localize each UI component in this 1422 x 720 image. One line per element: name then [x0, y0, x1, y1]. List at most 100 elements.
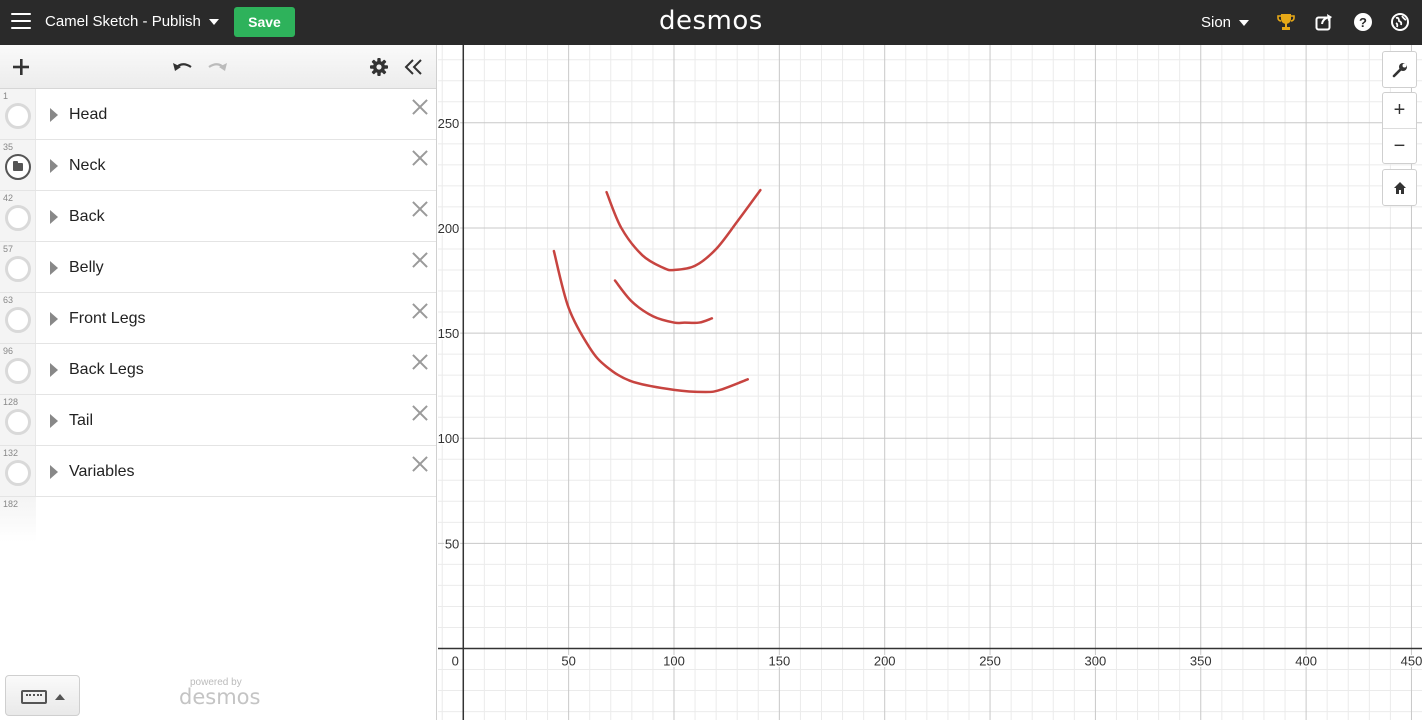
home-zoom-button[interactable] — [1382, 169, 1417, 206]
zoom-in-button[interactable]: + — [1393, 99, 1406, 121]
row-gutter: 96 — [0, 344, 36, 394]
x-tick-label: 350 — [1190, 654, 1212, 669]
powered-by-text: powered by — [190, 677, 242, 688]
row-index: 42 — [3, 193, 14, 203]
expand-folder-icon[interactable] — [50, 363, 58, 377]
sketch-curve — [552, 249, 749, 394]
folder-label[interactable]: Neck — [69, 157, 106, 174]
row-index: 132 — [3, 448, 19, 458]
trophy-icon[interactable] — [1275, 11, 1297, 33]
folder-row[interactable]: 63 Front Legs — [0, 293, 436, 344]
undo-icon — [173, 63, 192, 71]
graph-canvas[interactable]: 0 50 100 150 200 250 300 350 400 450 50 100 150 200 25… — [438, 45, 1422, 720]
graph-paper[interactable]: 0 50 100 150 200 250 300 350 400 450 50 100 150 200 25… — [438, 45, 1422, 720]
help-icon[interactable]: ? — [1352, 11, 1374, 33]
keyboard-toggle-button[interactable] — [5, 675, 80, 716]
expression-panel: 1 Head 35 Neck 42 Back 57 Belly 63 Front Legs 96 Ba… — [0, 45, 437, 720]
graph-title: Camel Sketch - Publish — [45, 13, 201, 30]
folder-row[interactable]: 128 Tail — [0, 395, 436, 446]
sketch-curve — [605, 188, 762, 272]
chevron-up-icon — [55, 694, 65, 700]
row-gutter: 63 — [0, 293, 36, 343]
y-tick-label: 100 — [438, 431, 459, 446]
row-index: 182 — [3, 499, 19, 509]
folder-label[interactable]: Back — [69, 208, 105, 225]
visibility-toggle[interactable] — [5, 460, 31, 486]
folder-row[interactable]: 1 Head — [0, 89, 436, 140]
delete-icon[interactable] — [410, 148, 430, 168]
folder-row[interactable]: 42 Back — [0, 191, 436, 242]
visibility-toggle[interactable] — [5, 256, 31, 282]
gear-icon — [370, 58, 388, 76]
share-icon[interactable] — [1313, 11, 1335, 33]
expand-folder-icon[interactable] — [50, 159, 58, 173]
expand-folder-icon[interactable] — [50, 465, 58, 479]
folder-visibility-toggle[interactable] — [5, 154, 31, 180]
folder-label[interactable]: Front Legs — [69, 310, 146, 327]
new-expression-row[interactable]: 182 — [0, 497, 436, 542]
sketch-curve — [613, 279, 714, 325]
zoom-out-button[interactable]: − — [1383, 128, 1416, 163]
save-button[interactable]: Save — [234, 7, 295, 37]
graph-settings-button[interactable] — [1382, 51, 1417, 88]
delete-icon[interactable] — [410, 199, 430, 219]
menu-icon[interactable] — [11, 13, 31, 31]
expand-folder-icon[interactable] — [50, 312, 58, 326]
folder-label[interactable]: Head — [69, 106, 108, 123]
delete-icon[interactable] — [410, 250, 430, 270]
folder-row[interactable]: 35 Neck — [0, 140, 436, 191]
redo-icon — [208, 63, 227, 71]
user-menu[interactable]: Sion — [1201, 14, 1250, 31]
zoom-controls: + − — [1382, 92, 1417, 164]
row-gutter: 42 — [0, 191, 36, 241]
delete-icon[interactable] — [410, 97, 430, 117]
home-icon — [1383, 170, 1416, 205]
plus-icon — [13, 59, 29, 75]
graph-title-dropdown[interactable]: Camel Sketch - Publish — [45, 13, 219, 30]
y-tick-label: 200 — [438, 221, 459, 236]
x-tick-label: 200 — [874, 654, 896, 669]
row-index: 128 — [3, 397, 19, 407]
folder-row[interactable]: 132 Variables — [0, 446, 436, 497]
chevron-down-icon — [208, 19, 219, 26]
folder-label[interactable]: Variables — [69, 463, 135, 480]
undo-button[interactable] — [171, 55, 195, 79]
x-tick-label: 400 — [1295, 654, 1317, 669]
x-tick-label: 0 — [452, 654, 459, 669]
visibility-toggle[interactable] — [5, 358, 31, 384]
collapse-panel-button[interactable] — [402, 55, 426, 79]
keyboard-icon — [21, 690, 47, 704]
visibility-toggle[interactable] — [5, 103, 31, 129]
delete-icon[interactable] — [410, 301, 430, 321]
row-gutter: 35 — [0, 140, 36, 190]
row-gutter: 132 — [0, 446, 36, 496]
x-tick-label: 300 — [1085, 654, 1107, 669]
delete-icon[interactable] — [410, 403, 430, 423]
expression-list: 1 Head 35 Neck 42 Back 57 Belly 63 Front Legs 96 Ba… — [0, 89, 436, 542]
globe-icon[interactable] — [1389, 11, 1411, 33]
folder-row[interactable]: 57 Belly — [0, 242, 436, 293]
add-expression-button[interactable] — [10, 55, 32, 79]
folder-icon — [13, 161, 23, 171]
x-tick-label: 250 — [979, 654, 1001, 669]
row-index: 63 — [3, 295, 14, 305]
redo-button[interactable] — [205, 55, 229, 79]
row-gutter: 57 — [0, 242, 36, 292]
delete-icon[interactable] — [410, 352, 430, 372]
expand-folder-icon[interactable] — [50, 210, 58, 224]
folder-label[interactable]: Back Legs — [69, 361, 144, 378]
delete-icon[interactable] — [410, 454, 430, 474]
visibility-toggle[interactable] — [5, 205, 31, 231]
expand-folder-icon[interactable] — [50, 261, 58, 275]
expand-folder-icon[interactable] — [50, 108, 58, 122]
folder-label[interactable]: Belly — [69, 259, 104, 276]
powered-by-logo: desmos — [179, 685, 261, 709]
settings-button[interactable] — [368, 55, 390, 79]
row-index: 35 — [3, 142, 14, 152]
x-tick-label: 100 — [663, 654, 685, 669]
expand-folder-icon[interactable] — [50, 414, 58, 428]
folder-row[interactable]: 96 Back Legs — [0, 344, 436, 395]
visibility-toggle[interactable] — [5, 409, 31, 435]
visibility-toggle[interactable] — [5, 307, 31, 333]
folder-label[interactable]: Tail — [69, 412, 94, 429]
